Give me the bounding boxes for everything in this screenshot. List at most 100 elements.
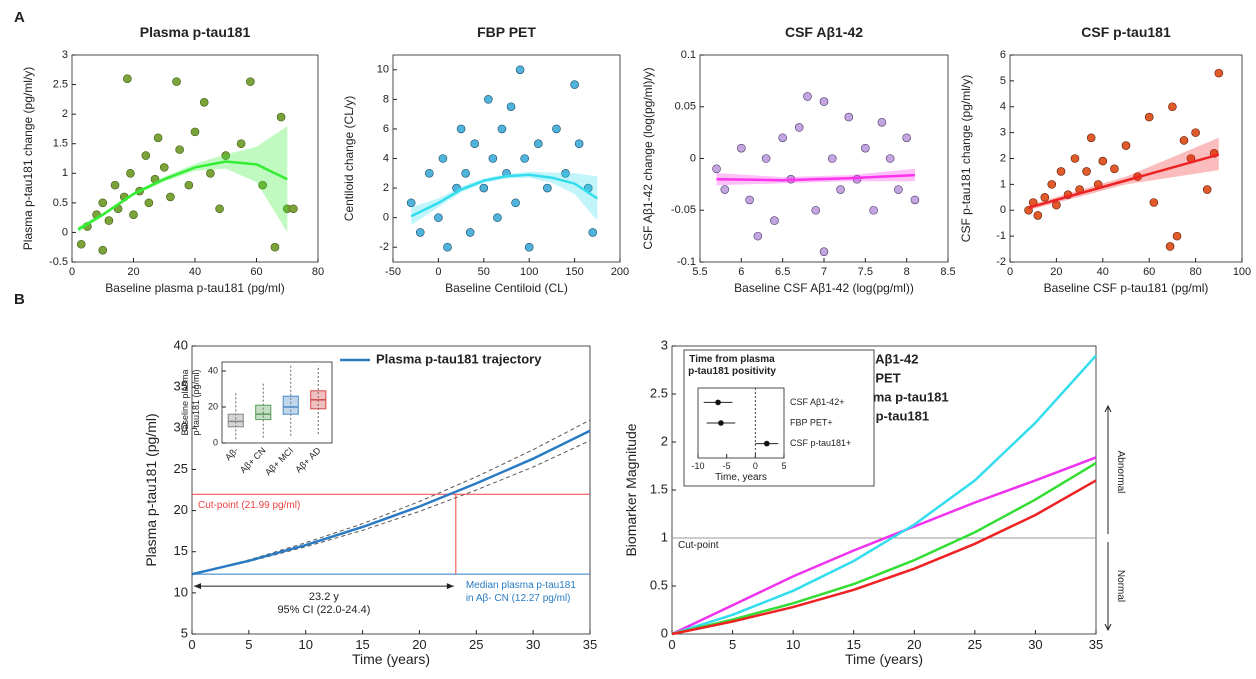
y-tick-label: 10 bbox=[174, 584, 188, 599]
point bbox=[533, 139, 543, 149]
y-tick-label: 30 bbox=[174, 420, 188, 435]
plot-area bbox=[392, 54, 621, 263]
x-tick-label: 0 bbox=[668, 637, 675, 652]
y-tick-label: 1 bbox=[661, 529, 668, 544]
point bbox=[1144, 112, 1154, 122]
median-label: in Aβ- CN (12.27 pg/ml) bbox=[466, 593, 571, 604]
y-tick-label: 0 bbox=[661, 625, 668, 640]
point bbox=[1149, 198, 1159, 207]
point bbox=[819, 247, 829, 256]
y-axis-label: Biomarker Magnitude bbox=[623, 423, 639, 556]
point bbox=[1202, 185, 1212, 194]
confidence-band bbox=[78, 126, 288, 233]
point bbox=[1056, 167, 1066, 176]
confidence-band bbox=[1028, 137, 1219, 211]
x-tick-label: 6.5 bbox=[775, 266, 790, 278]
point bbox=[570, 80, 579, 89]
point bbox=[246, 77, 255, 86]
point bbox=[720, 185, 730, 194]
y-tick-label: 2 bbox=[62, 108, 68, 120]
plot-area bbox=[71, 54, 319, 263]
y-axis-label: CSF p-tau181 change (pg/ml/y) bbox=[959, 75, 973, 242]
row-label: CSF p-tau181+ bbox=[790, 438, 851, 448]
point bbox=[552, 124, 561, 134]
point bbox=[415, 228, 425, 237]
x-tick-label: 0 bbox=[1007, 266, 1013, 278]
point bbox=[764, 440, 770, 447]
cutpoint-label: Cut-point bbox=[678, 540, 719, 551]
point bbox=[1070, 154, 1080, 163]
point bbox=[488, 154, 498, 163]
x-tick-label: -5 bbox=[723, 461, 731, 471]
point bbox=[1040, 193, 1050, 202]
fit-line bbox=[77, 160, 288, 231]
point bbox=[745, 195, 754, 205]
point bbox=[1098, 156, 1108, 166]
point bbox=[276, 112, 286, 122]
point bbox=[588, 228, 598, 237]
fit-line bbox=[410, 173, 598, 218]
y-tick-label: 2.5 bbox=[650, 385, 668, 400]
point bbox=[811, 205, 821, 215]
point bbox=[902, 133, 911, 143]
y-tick-label: 4 bbox=[1000, 101, 1006, 113]
y-tick-label: 6 bbox=[1000, 49, 1006, 61]
point bbox=[836, 185, 845, 194]
y-axis-label: CSF Aβ1-42 change (log(pg/ml)/y) bbox=[641, 67, 655, 249]
point bbox=[470, 139, 480, 149]
point bbox=[123, 74, 132, 83]
x-tick-label: 100 bbox=[520, 266, 538, 278]
x-axis-label: Baseline plasma p-tau181 (pg/ml) bbox=[105, 281, 284, 295]
x-tick-label: 10 bbox=[298, 637, 312, 652]
y-tick-label: 1 bbox=[1000, 178, 1006, 190]
point bbox=[434, 213, 443, 222]
x-tick-label: 8.5 bbox=[940, 266, 955, 278]
y-tick-label: 2 bbox=[661, 433, 668, 448]
point bbox=[497, 124, 507, 134]
y-tick-label: 35 bbox=[174, 379, 188, 394]
point bbox=[715, 399, 721, 406]
point bbox=[129, 210, 138, 219]
x-axis-label: Baseline CSF p-tau181 (pg/ml) bbox=[1044, 281, 1209, 295]
panel-label: B bbox=[14, 291, 25, 308]
point bbox=[184, 180, 194, 190]
x-tick-label: 15 bbox=[355, 637, 369, 652]
row-label: FBP PET+ bbox=[790, 417, 833, 427]
point bbox=[1082, 167, 1091, 176]
x-tick-label: 20 bbox=[412, 637, 426, 652]
point bbox=[506, 102, 516, 112]
region-label: Normal bbox=[1115, 570, 1126, 602]
point bbox=[1110, 164, 1119, 174]
point bbox=[753, 231, 763, 241]
point bbox=[520, 154, 529, 163]
y-tick-label: 0.5 bbox=[650, 577, 668, 592]
chart-title: CSF p-tau181 bbox=[1081, 24, 1171, 40]
point bbox=[215, 204, 224, 214]
point bbox=[98, 198, 108, 208]
series-line bbox=[671, 462, 1097, 636]
y-tick-label: -2 bbox=[379, 241, 389, 253]
point bbox=[885, 154, 895, 163]
point bbox=[456, 124, 466, 134]
point bbox=[199, 98, 209, 107]
median-label: Median plasma p-tau181 bbox=[466, 580, 577, 591]
point bbox=[425, 168, 434, 178]
point bbox=[1179, 136, 1189, 145]
point bbox=[144, 198, 154, 208]
box bbox=[255, 404, 272, 421]
point bbox=[270, 242, 280, 252]
y-tick-label: 0 bbox=[690, 152, 696, 164]
point bbox=[159, 163, 169, 172]
y-tick-label: -0.5 bbox=[49, 256, 68, 268]
x-tick-label: 7 bbox=[821, 266, 827, 278]
y-tick-label: 1.5 bbox=[650, 481, 668, 496]
y-tick-label: 0 bbox=[383, 212, 389, 224]
y-tick-label: 4 bbox=[383, 152, 389, 164]
fit-line bbox=[716, 173, 915, 182]
y-tick-label: 3 bbox=[62, 49, 68, 61]
chart-title: p-tau181 positivity bbox=[688, 366, 776, 377]
y-axis-label: p-tau181 (pg/ml) bbox=[191, 369, 201, 435]
y-tick-label: 5 bbox=[181, 625, 188, 640]
x-tick-label: 150 bbox=[565, 266, 583, 278]
crossing-label: 95% CI (22.0-24.4) bbox=[277, 604, 370, 616]
